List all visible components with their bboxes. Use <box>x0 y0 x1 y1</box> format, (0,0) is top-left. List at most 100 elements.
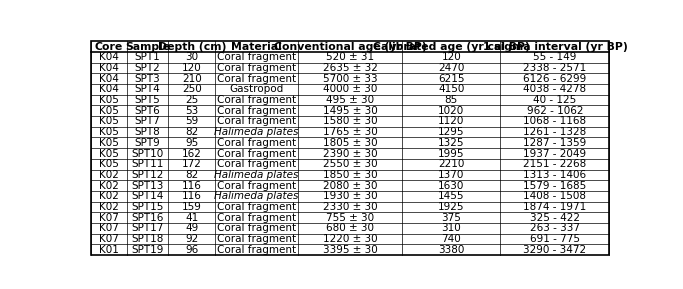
Text: K05: K05 <box>99 149 119 158</box>
Text: SPT11: SPT11 <box>132 159 164 169</box>
Text: 1287 - 1359: 1287 - 1359 <box>523 138 587 148</box>
Text: 95: 95 <box>185 138 199 148</box>
Text: 2338 - 2571: 2338 - 2571 <box>523 63 587 73</box>
Text: 2635 ± 32: 2635 ± 32 <box>322 63 378 73</box>
Text: K02: K02 <box>99 181 119 190</box>
Text: SPT18: SPT18 <box>132 234 164 244</box>
Text: K05: K05 <box>99 116 119 127</box>
Text: 1495 ± 30: 1495 ± 30 <box>322 106 378 116</box>
Text: K07: K07 <box>99 223 119 233</box>
Text: 40 - 125: 40 - 125 <box>533 95 576 105</box>
Text: Coral fragment: Coral fragment <box>217 63 296 73</box>
Text: Halimeda plates: Halimeda plates <box>214 127 299 137</box>
Text: 1630: 1630 <box>438 181 464 190</box>
Text: 1995: 1995 <box>438 149 464 158</box>
Text: 2330 ± 30: 2330 ± 30 <box>323 202 377 212</box>
Text: 2151 - 2268: 2151 - 2268 <box>523 159 587 169</box>
Text: Coral fragment: Coral fragment <box>217 234 296 244</box>
Text: SPT9: SPT9 <box>135 138 161 148</box>
Text: 4038 - 4278: 4038 - 4278 <box>523 84 587 95</box>
Text: SPT2: SPT2 <box>135 63 161 73</box>
Text: K02: K02 <box>99 170 119 180</box>
Text: K02: K02 <box>99 191 119 201</box>
Text: SPT7: SPT7 <box>135 116 161 127</box>
Text: 30: 30 <box>185 52 198 62</box>
Text: SPT15: SPT15 <box>132 202 164 212</box>
Text: 85: 85 <box>445 95 458 105</box>
Text: 116: 116 <box>182 181 201 190</box>
Text: 172: 172 <box>182 159 201 169</box>
Text: Coral fragment: Coral fragment <box>217 106 296 116</box>
Text: Coral fragment: Coral fragment <box>217 159 296 169</box>
Text: 1325: 1325 <box>438 138 464 148</box>
Text: K05: K05 <box>99 159 119 169</box>
Text: K05: K05 <box>99 138 119 148</box>
Text: SPT14: SPT14 <box>132 191 164 201</box>
Text: K05: K05 <box>99 95 119 105</box>
Text: 691 - 775: 691 - 775 <box>530 234 580 244</box>
Text: Coral fragment: Coral fragment <box>217 138 296 148</box>
Text: 2080 ± 30: 2080 ± 30 <box>323 181 377 190</box>
Text: 1261 - 1328: 1261 - 1328 <box>523 127 587 137</box>
Text: 1579 - 1685: 1579 - 1685 <box>523 181 587 190</box>
Text: Depth (cm): Depth (cm) <box>158 42 226 52</box>
Text: 6126 - 6299: 6126 - 6299 <box>523 74 587 84</box>
Text: Coral fragment: Coral fragment <box>217 74 296 84</box>
Text: 162: 162 <box>182 149 201 158</box>
Text: 1120: 1120 <box>438 116 464 127</box>
Text: 755 ± 30: 755 ± 30 <box>326 213 374 223</box>
Text: 1937 - 2049: 1937 - 2049 <box>523 149 587 158</box>
Text: SPT13: SPT13 <box>132 181 164 190</box>
Text: Gastropod: Gastropod <box>229 84 284 95</box>
Text: SPT16: SPT16 <box>132 213 164 223</box>
Text: SPT8: SPT8 <box>135 127 161 137</box>
Text: 310: 310 <box>441 223 461 233</box>
Text: 1313 - 1406: 1313 - 1406 <box>523 170 587 180</box>
Text: K04: K04 <box>99 84 119 95</box>
Text: 1765 ± 30: 1765 ± 30 <box>322 127 378 137</box>
Text: Coral fragment: Coral fragment <box>217 245 296 255</box>
Text: Conventional age (yr BP): Conventional age (yr BP) <box>274 42 426 52</box>
Text: Coral fragment: Coral fragment <box>217 149 296 158</box>
Text: 250: 250 <box>182 84 201 95</box>
Text: 25: 25 <box>185 95 199 105</box>
Text: 263 - 337: 263 - 337 <box>530 223 580 233</box>
Text: 1408 - 1508: 1408 - 1508 <box>523 191 587 201</box>
Text: 4150: 4150 <box>438 84 464 95</box>
Text: 520 ± 31: 520 ± 31 <box>326 52 374 62</box>
Text: Coral fragment: Coral fragment <box>217 116 296 127</box>
Text: SPT3: SPT3 <box>135 74 161 84</box>
Text: K04: K04 <box>99 52 119 62</box>
Text: K05: K05 <box>99 127 119 137</box>
Text: 1850 ± 30: 1850 ± 30 <box>323 170 377 180</box>
Text: 962 - 1062: 962 - 1062 <box>527 106 583 116</box>
Text: 53: 53 <box>185 106 199 116</box>
Text: K01: K01 <box>99 245 119 255</box>
Text: 1020: 1020 <box>438 106 464 116</box>
Text: 2550 ± 30: 2550 ± 30 <box>323 159 377 169</box>
Text: 1805 ± 30: 1805 ± 30 <box>323 138 377 148</box>
Text: 495 ± 30: 495 ± 30 <box>326 95 374 105</box>
Text: 6215: 6215 <box>438 74 464 84</box>
Text: 1930 ± 30: 1930 ± 30 <box>323 191 377 201</box>
Text: SPT17: SPT17 <box>132 223 164 233</box>
Text: 1220 ± 30: 1220 ± 30 <box>323 234 377 244</box>
Text: Coral fragment: Coral fragment <box>217 95 296 105</box>
Text: 1580 ± 30: 1580 ± 30 <box>323 116 377 127</box>
Text: SPT10: SPT10 <box>132 149 164 158</box>
Text: Coral fragment: Coral fragment <box>217 202 296 212</box>
Text: Coral fragment: Coral fragment <box>217 223 296 233</box>
Text: 1 sigma interval (yr BP): 1 sigma interval (yr BP) <box>483 42 627 52</box>
Text: 5700 ± 33: 5700 ± 33 <box>323 74 377 84</box>
Text: Coral fragment: Coral fragment <box>217 213 296 223</box>
Text: Core: Core <box>95 42 123 52</box>
Text: Sample: Sample <box>125 42 170 52</box>
Text: 120: 120 <box>182 63 201 73</box>
Text: 96: 96 <box>185 245 199 255</box>
Text: 59: 59 <box>185 116 199 127</box>
Text: 4000 ± 30: 4000 ± 30 <box>323 84 377 95</box>
Text: SPT6: SPT6 <box>135 106 161 116</box>
Text: 210: 210 <box>182 74 201 84</box>
Text: 92: 92 <box>185 234 199 244</box>
Text: 740: 740 <box>441 234 461 244</box>
